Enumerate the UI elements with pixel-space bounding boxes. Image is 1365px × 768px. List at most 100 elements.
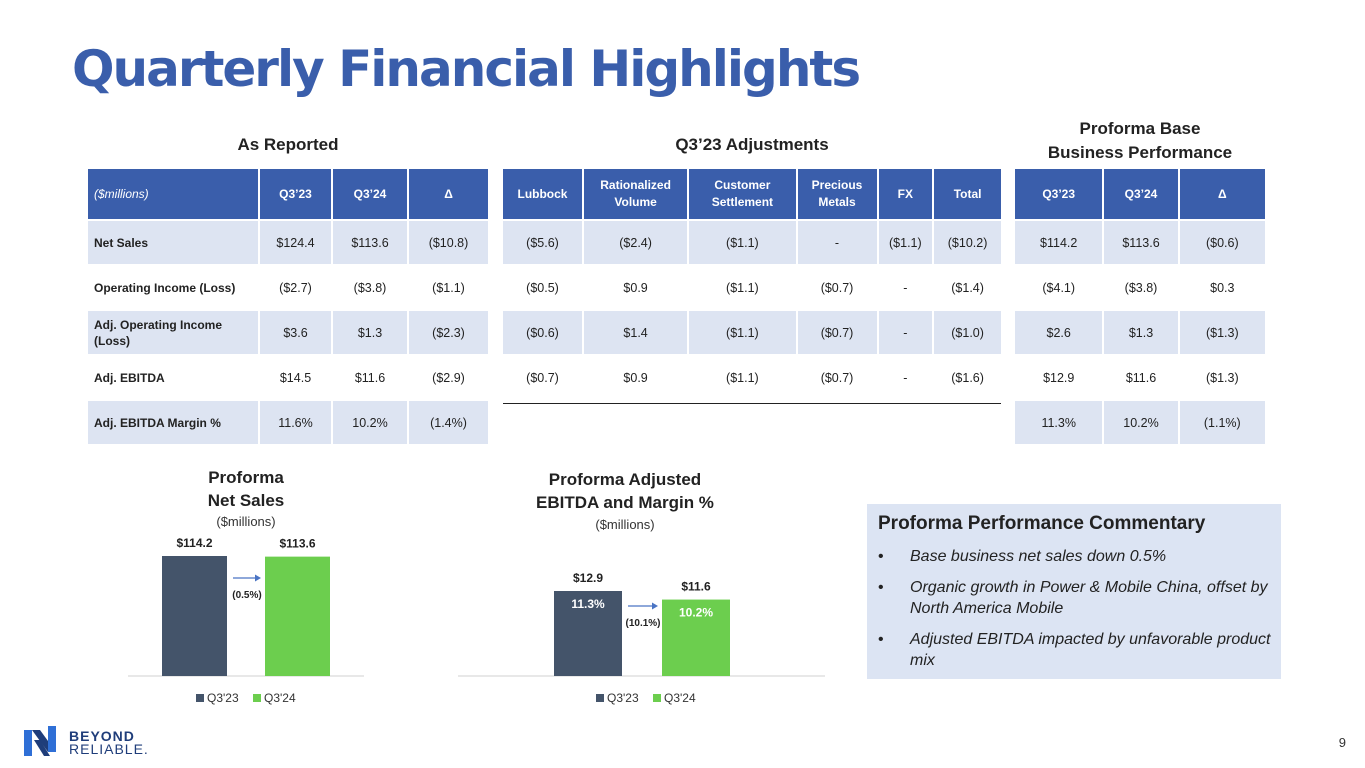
table-row: $114.2 $113.6 ($0.6)	[1015, 221, 1265, 264]
table-cell: $14.5	[279, 370, 312, 385]
table-cell: ($2.7)	[279, 280, 312, 295]
legend-label: Q3'24	[264, 691, 296, 705]
data-label: $114.2	[176, 536, 212, 550]
table-cell: ($4.1)	[1042, 280, 1076, 295]
table-cell: ($1.1)	[726, 370, 759, 385]
page-title: Quarterly Financial Highlights	[72, 40, 861, 98]
table-cell: $3.6	[260, 311, 331, 354]
table-cell: 11.3%	[1015, 401, 1103, 444]
margin-label: 11.3%	[571, 597, 605, 611]
table-cell: ($0.6)	[1179, 221, 1265, 264]
table-cell: -	[903, 370, 908, 385]
logo-text-line1: BEYOND	[69, 728, 135, 744]
table-cell: -	[878, 311, 933, 354]
table-cell: ($0.7)	[820, 280, 854, 295]
legend-swatch	[253, 694, 261, 702]
legend-swatch	[196, 694, 204, 702]
bar	[554, 591, 622, 676]
chart1-title-line1: Proforma	[208, 468, 284, 487]
bullet: •	[878, 548, 884, 565]
table-cell: $1.3	[333, 311, 407, 354]
table-cell: $2.6	[1015, 311, 1103, 354]
chart1-subtitle: ($millions)	[216, 514, 276, 529]
row-label: Operating Income (Loss)	[94, 280, 236, 295]
table-cell: ($10.2)	[934, 221, 1001, 264]
legend-swatch	[653, 694, 661, 702]
table-row: 11.3% 10.2% (1.1%)	[1015, 401, 1265, 444]
table-cell: $11.6	[354, 370, 386, 385]
table-row: ($5.6) ($2.4) ($1.1) - ($1.1) ($10.2)	[503, 221, 1001, 264]
legend-swatch	[596, 694, 604, 702]
adjustments-title: Q3’23 Adjustments	[675, 135, 829, 154]
table-cell: ($1.0)	[934, 311, 1001, 354]
table-header-row: Q3’23 Q3’24 Δ	[1015, 169, 1265, 219]
chart1-title-line2: Net Sales	[207, 491, 285, 510]
data-label: $12.9	[573, 571, 603, 585]
change-arrowhead	[255, 574, 261, 582]
table-row: ($4.1) ($3.8) $0.3	[1015, 266, 1265, 309]
table-header-row: Lubbock Rationalized Volume Customer Set…	[503, 169, 1001, 219]
table-cell: $124.4	[260, 221, 331, 264]
table-cell: 10.2%	[333, 401, 407, 444]
bar	[162, 556, 227, 676]
table-cell: $1.4	[583, 311, 688, 354]
table-row: Adj. EBITDA Margin % 11.6% 10.2% (1.4%)	[88, 401, 488, 444]
table-cell: $0.9	[623, 370, 648, 385]
table-row: Operating Income (Loss) ($2.7) ($3.8) ($…	[88, 266, 488, 309]
table-cell: $1.3	[1104, 311, 1178, 354]
table-cell: ($0.7)	[797, 311, 877, 354]
column-header: Precious Metals	[797, 169, 877, 219]
list-item: • Base business net sales down 0.5%	[878, 546, 1273, 567]
commentary-list: • Base business net sales down 0.5% • Orga…	[878, 546, 1273, 681]
bar	[265, 556, 330, 676]
chart1-title: Proforma Net Sales	[146, 466, 346, 512]
table-cell: ($2.3)	[409, 311, 488, 354]
table-cell: -	[797, 221, 877, 264]
commentary-text: Organic growth in Power & Mobile China, …	[910, 579, 1268, 617]
bar	[662, 599, 730, 676]
column-header: FX	[878, 169, 933, 219]
proforma-table: Q3’23 Q3’24 Δ $114.2 $113.6 ($0.6) ($4.1…	[1013, 167, 1267, 446]
as-reported-title: As Reported	[237, 135, 339, 154]
as-reported-table: ($millions) Q3’23 Q3’24 Δ Net Sales $124…	[86, 167, 490, 446]
table-cell: ($1.1)	[432, 280, 465, 295]
table-cell: $12.9	[1043, 370, 1075, 385]
table-cell: 10.2%	[1104, 401, 1178, 444]
chart2-subtitle: ($millions)	[595, 517, 655, 532]
table-cell: (1.1%)	[1179, 401, 1265, 444]
commentary-text: Base business net sales down 0.5%	[910, 548, 1167, 565]
table-cell: ($0.5)	[526, 280, 559, 295]
table-cell: $0.9	[623, 280, 648, 295]
table-cell: ($1.4)	[951, 280, 984, 295]
list-item: • Adjusted EBITDA impacted by unfavorable…	[878, 629, 1273, 671]
bullet: •	[878, 579, 884, 596]
column-header: Q3’23	[260, 169, 331, 219]
column-header: Customer Settlement	[689, 169, 796, 219]
commentary-title: Proforma Performance Commentary	[878, 513, 1206, 534]
chart2-title-line2: EBITDA and Margin %	[536, 493, 714, 512]
table-cell: ($2.9)	[432, 370, 465, 385]
table-row: ($0.6) $1.4 ($1.1) ($0.7) - ($1.0)	[503, 311, 1001, 354]
proforma-title-line2: Business Performance	[1047, 143, 1233, 162]
table-row: Adj. EBITDA $14.5 $11.6 ($2.9)	[88, 356, 488, 399]
table-cell: ($3.8)	[1124, 280, 1158, 295]
table-cell: ($0.7)	[820, 370, 854, 385]
table-row: ($0.5) $0.9 ($1.1) ($0.7) - ($1.4)	[503, 266, 1001, 309]
table-cell: $114.2	[1015, 221, 1103, 264]
table-cell: $0.3	[1210, 280, 1235, 295]
data-label: $113.6	[279, 537, 315, 551]
logo-mark-icon	[24, 726, 56, 756]
table-cell: ($1.6)	[951, 370, 984, 385]
row-label: Net Sales	[88, 221, 258, 264]
commentary-text: Adjusted EBITDA impacted by unfavorable …	[910, 631, 1271, 669]
table-cell: ($2.4)	[583, 221, 688, 264]
table-row: Net Sales $124.4 $113.6 ($10.8)	[88, 221, 488, 264]
table-cell: ($0.7)	[526, 370, 559, 385]
row-label: Adj. Operating Income (Loss)	[88, 311, 258, 354]
table-row: Adj. Operating Income (Loss) $3.6 $1.3 (…	[88, 311, 488, 354]
change-arrowhead	[652, 602, 658, 610]
proforma-title: Proforma Base Business Performance	[1015, 117, 1265, 165]
column-header: Q3’24	[1104, 169, 1178, 219]
table-cell: ($1.1)	[689, 221, 796, 264]
table-cell: ($5.6)	[503, 221, 582, 264]
